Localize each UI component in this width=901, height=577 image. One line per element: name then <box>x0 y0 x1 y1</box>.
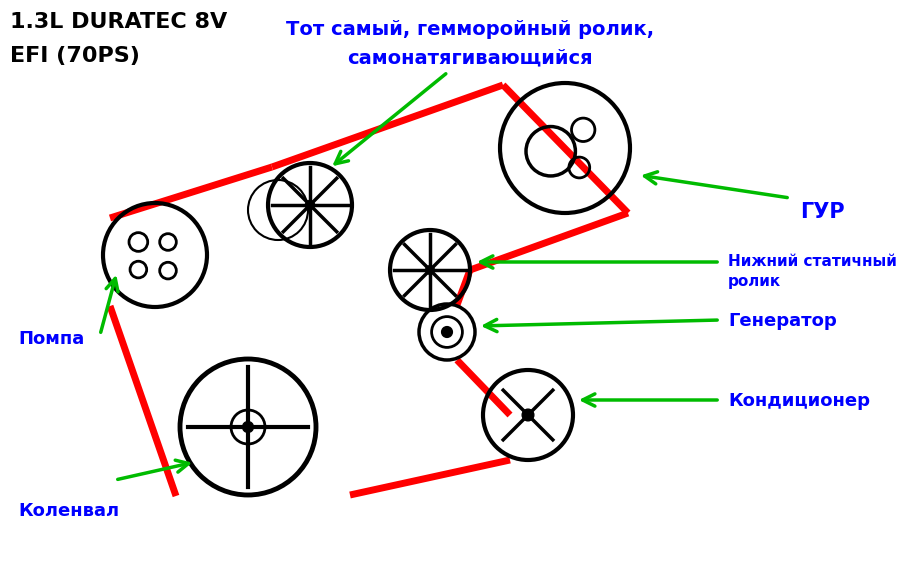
Text: Коленвал: Коленвал <box>18 502 119 520</box>
Circle shape <box>305 201 314 209</box>
Text: самонатягивающийся: самонатягивающийся <box>347 48 593 67</box>
Text: ГУР: ГУР <box>800 202 844 222</box>
Text: Тот самый, гемморойный ролик,: Тот самый, гемморойный ролик, <box>286 20 654 39</box>
Circle shape <box>242 422 253 432</box>
Text: ролик: ролик <box>728 274 781 289</box>
Circle shape <box>442 327 452 337</box>
Text: Нижний статичный: Нижний статичный <box>728 254 896 269</box>
Circle shape <box>426 266 434 274</box>
Text: 1.3L DURATEC 8V: 1.3L DURATEC 8V <box>10 12 227 32</box>
Circle shape <box>523 409 534 421</box>
Text: EFI (70PS): EFI (70PS) <box>10 46 140 66</box>
Text: Помпа: Помпа <box>18 330 85 348</box>
Text: Генератор: Генератор <box>728 312 837 330</box>
Text: Кондиционер: Кондиционер <box>728 392 870 410</box>
